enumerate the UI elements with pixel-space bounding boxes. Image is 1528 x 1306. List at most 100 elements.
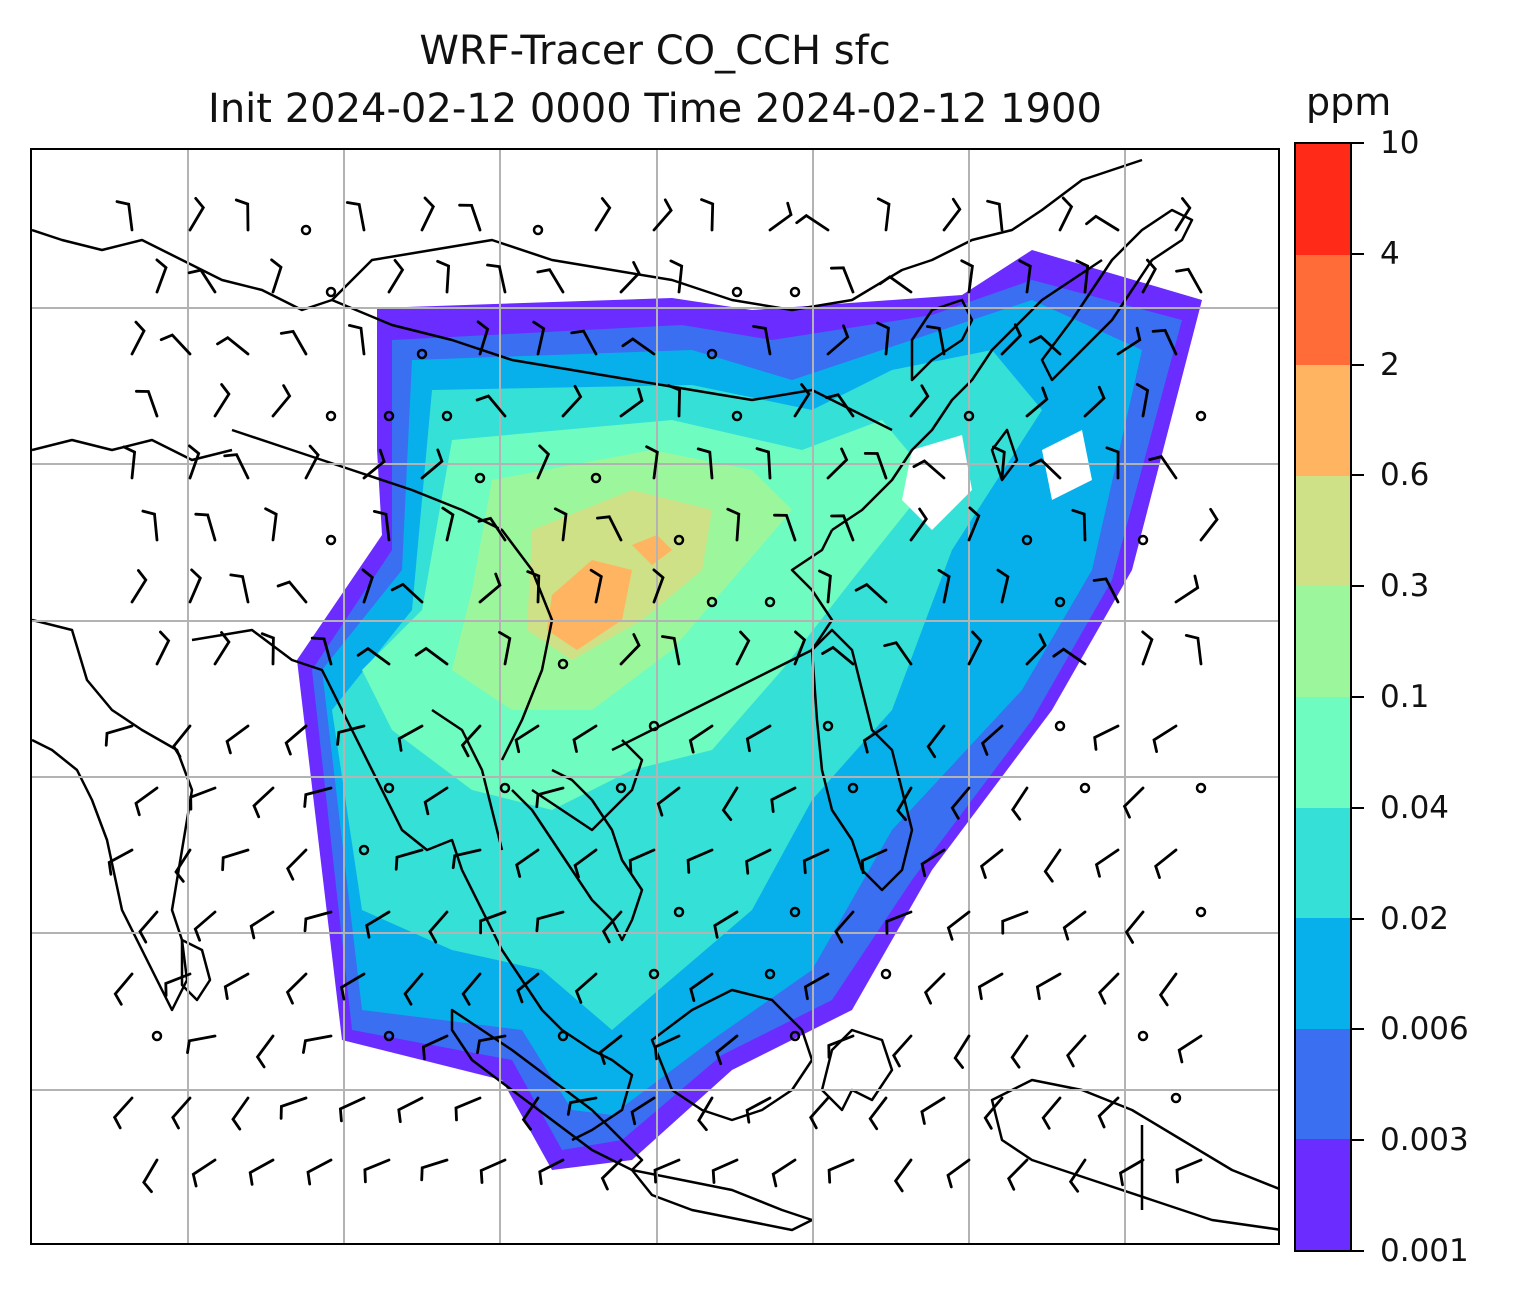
wind-barb bbox=[574, 972, 598, 1004]
wind-barb bbox=[535, 910, 565, 933]
wind-barb bbox=[653, 1158, 681, 1184]
chart-title-line-1: WRF-Tracer CO_CCH sfc bbox=[419, 28, 891, 74]
wind-barb bbox=[726, 507, 741, 542]
wind-barb bbox=[285, 972, 308, 1005]
calm-wind-marker bbox=[325, 410, 337, 422]
wind-barb bbox=[356, 646, 391, 666]
wind-barb bbox=[248, 1158, 275, 1186]
korea bbox=[910, 298, 974, 382]
wind-barb bbox=[826, 447, 849, 480]
wind-barb bbox=[477, 516, 507, 542]
wind-barb bbox=[669, 259, 684, 294]
wind-barb bbox=[1007, 1158, 1029, 1191]
wind-barb bbox=[892, 1034, 913, 1068]
wind-barb bbox=[138, 910, 159, 944]
wind-barb bbox=[596, 515, 623, 542]
wind-barb bbox=[223, 972, 250, 1000]
calm-wind-marker bbox=[1021, 534, 1033, 546]
wind-barb bbox=[338, 1096, 366, 1123]
wind-barb bbox=[745, 1096, 772, 1124]
colorbar-segment bbox=[1296, 585, 1350, 697]
colorbar-tick bbox=[1352, 363, 1364, 366]
wind-barb bbox=[174, 848, 192, 883]
wind-barb bbox=[252, 786, 275, 819]
wind-barb bbox=[1118, 1158, 1145, 1187]
wind-barb bbox=[1025, 386, 1049, 418]
wind-barb bbox=[188, 444, 201, 480]
calm-wind-marker bbox=[557, 658, 569, 670]
wind-barb bbox=[284, 724, 308, 756]
java bbox=[630, 1168, 814, 1232]
wind-barb bbox=[104, 724, 134, 747]
calm-wind-marker bbox=[441, 410, 453, 422]
wind-barb bbox=[893, 1158, 913, 1193]
wind-barb bbox=[700, 198, 715, 232]
wind-barb bbox=[361, 568, 374, 604]
field-band-0.6 bbox=[547, 560, 632, 650]
wind-barb bbox=[479, 910, 507, 935]
wind-barb bbox=[986, 199, 1004, 232]
wind-barb bbox=[686, 848, 714, 874]
colorbar-segment bbox=[1296, 364, 1350, 476]
calm-wind-marker bbox=[557, 1030, 569, 1042]
wind-barb bbox=[1066, 1034, 1087, 1068]
wind-barb bbox=[260, 632, 275, 666]
bay-of-bengal-east bbox=[191, 628, 464, 871]
wind-barb bbox=[1085, 214, 1120, 232]
wind-barb bbox=[745, 724, 772, 753]
colorbar-segment bbox=[1296, 1028, 1350, 1140]
wind-barb bbox=[436, 259, 451, 294]
colorbar-tick bbox=[1352, 142, 1364, 144]
calm-wind-marker bbox=[764, 596, 776, 608]
wind-barb bbox=[1001, 910, 1029, 935]
wind-barb bbox=[1105, 446, 1120, 480]
calm-wind-marker bbox=[880, 968, 892, 980]
wind-barb bbox=[1071, 508, 1087, 542]
indochina-coast bbox=[460, 869, 634, 1142]
wind-barb bbox=[1058, 196, 1074, 232]
wind-barb bbox=[536, 268, 565, 294]
calm-wind-marker bbox=[1137, 534, 1149, 546]
calm-wind-marker bbox=[706, 596, 718, 608]
wind-barb bbox=[478, 572, 502, 604]
wind-barb bbox=[1151, 328, 1178, 356]
wind-barb bbox=[713, 910, 739, 939]
wind-barb bbox=[264, 507, 278, 542]
calm-wind-marker bbox=[673, 906, 685, 918]
wind-barb bbox=[372, 510, 391, 542]
west-border bbox=[32, 228, 333, 312]
wind-barb bbox=[441, 506, 455, 542]
wind-barb bbox=[229, 573, 250, 604]
wind-barb bbox=[1184, 634, 1203, 666]
wind-barb bbox=[231, 1096, 250, 1131]
wind-barb bbox=[950, 786, 971, 820]
calm-wind-marker bbox=[383, 1030, 395, 1042]
wind-barb bbox=[821, 645, 855, 666]
wind-barb bbox=[688, 724, 714, 754]
wind-barb bbox=[992, 445, 1006, 480]
wind-barb bbox=[656, 786, 681, 817]
colorbar-tick bbox=[1352, 585, 1364, 588]
wind-barb bbox=[977, 972, 1004, 1001]
wind-barb bbox=[186, 1034, 217, 1054]
wind-barb bbox=[526, 570, 541, 604]
wind-barb bbox=[1068, 1158, 1087, 1193]
wind-barb bbox=[1062, 910, 1087, 941]
wind-barb bbox=[1093, 724, 1120, 751]
wind-barb bbox=[423, 786, 449, 816]
calm-wind-marker bbox=[963, 410, 975, 422]
wind-barb bbox=[600, 1158, 623, 1191]
wind-barb bbox=[420, 196, 435, 232]
china-coast bbox=[831, 258, 1103, 532]
wind-barb bbox=[1029, 458, 1062, 480]
laos-border bbox=[531, 739, 644, 832]
colorbar-tick-label: 0.001 bbox=[1380, 1233, 1469, 1269]
wind-barb bbox=[159, 333, 192, 356]
wind-barb bbox=[223, 453, 250, 480]
wind-barb bbox=[1152, 724, 1178, 753]
colorbar-segment bbox=[1296, 1138, 1350, 1250]
wind-barb bbox=[1075, 259, 1090, 294]
wind-barb bbox=[793, 383, 811, 418]
wind-barb bbox=[566, 1096, 598, 1116]
new-guinea bbox=[990, 1078, 1278, 1231]
